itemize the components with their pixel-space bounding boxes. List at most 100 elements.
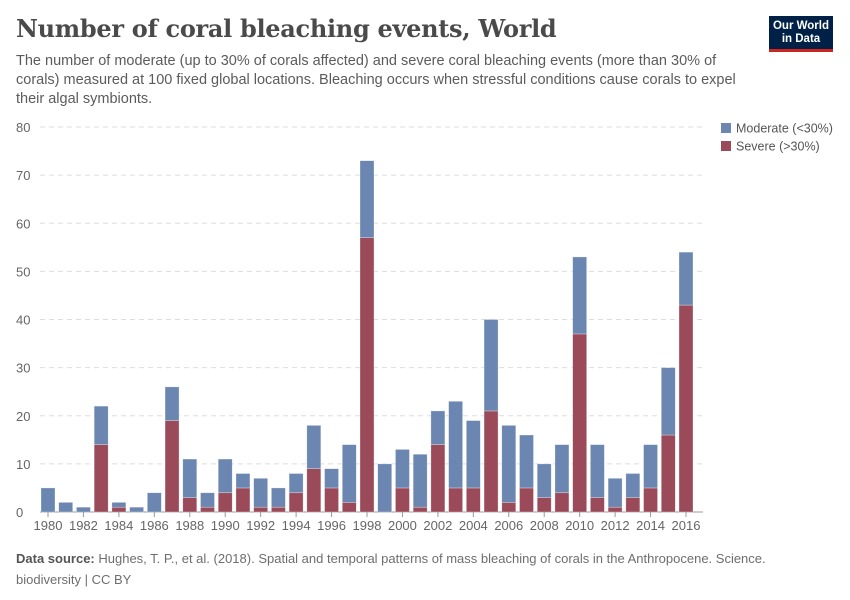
x-tick-label: 1998 bbox=[353, 518, 382, 533]
bar-severe-1996[interactable] bbox=[324, 487, 339, 513]
legend-label[interactable]: Severe (>30%) bbox=[736, 140, 820, 154]
bar-severe-2000[interactable] bbox=[395, 487, 410, 513]
bar-severe-2016[interactable] bbox=[678, 304, 694, 513]
bar-severe-1983[interactable] bbox=[93, 444, 109, 513]
bar-moderate-1988[interactable] bbox=[182, 458, 198, 498]
bar-moderate-2005[interactable] bbox=[483, 319, 499, 412]
bar-severe-2001[interactable] bbox=[412, 506, 428, 513]
bar-moderate-2003[interactable] bbox=[448, 401, 463, 489]
bar-moderate-2011[interactable] bbox=[590, 444, 605, 498]
bar-moderate-2016[interactable] bbox=[678, 251, 694, 306]
bar-moderate-2000[interactable] bbox=[395, 449, 410, 489]
bar-severe-1987[interactable] bbox=[164, 420, 180, 513]
bar-severe-1997[interactable] bbox=[341, 502, 357, 513]
bar-severe-2011[interactable] bbox=[590, 497, 605, 513]
bar-moderate-1985[interactable] bbox=[129, 506, 144, 513]
x-tick-label: 2004 bbox=[459, 518, 488, 533]
bar-moderate-1996[interactable] bbox=[324, 468, 339, 489]
bar-moderate-2013[interactable] bbox=[625, 473, 641, 498]
source-label: Data source: bbox=[16, 551, 95, 566]
bar-moderate-1998[interactable] bbox=[359, 160, 375, 238]
x-tick-label: 2010 bbox=[565, 518, 594, 533]
bar-severe-1992[interactable] bbox=[253, 506, 268, 513]
bar-moderate-1981[interactable] bbox=[58, 502, 74, 513]
bar-moderate-1983[interactable] bbox=[93, 405, 109, 445]
bar-severe-1984[interactable] bbox=[111, 506, 127, 513]
bar-moderate-1980[interactable] bbox=[40, 487, 56, 513]
bar-moderate-2012[interactable] bbox=[607, 478, 623, 508]
bar-severe-2015[interactable] bbox=[660, 434, 676, 513]
bar-moderate-1997[interactable] bbox=[341, 444, 357, 503]
bar-severe-2012[interactable] bbox=[607, 506, 623, 513]
x-tick-label: 2006 bbox=[494, 518, 523, 533]
legend-swatch[interactable] bbox=[721, 123, 731, 133]
bar-moderate-1986[interactable] bbox=[147, 492, 162, 513]
bar-severe-1989[interactable] bbox=[200, 506, 215, 513]
y-tick-label: 0 bbox=[16, 505, 23, 520]
bar-moderate-1994[interactable] bbox=[288, 473, 304, 494]
bar-moderate-1982[interactable] bbox=[76, 506, 91, 513]
y-tick-label: 70 bbox=[16, 168, 30, 183]
x-tick-label: 1982 bbox=[69, 518, 98, 533]
bar-moderate-2008[interactable] bbox=[536, 463, 552, 498]
bar-moderate-2014[interactable] bbox=[643, 444, 658, 489]
bar-severe-1995[interactable] bbox=[306, 468, 322, 513]
y-tick-label: 80 bbox=[16, 120, 30, 135]
bar-severe-2002[interactable] bbox=[430, 444, 446, 513]
bar-moderate-2010[interactable] bbox=[572, 256, 587, 335]
bar-moderate-1987[interactable] bbox=[164, 386, 180, 421]
bar-severe-2006[interactable] bbox=[501, 502, 517, 513]
bar-severe-2007[interactable] bbox=[519, 487, 534, 513]
bar-severe-1988[interactable] bbox=[182, 497, 198, 513]
x-tick-label: 2014 bbox=[636, 518, 665, 533]
bar-severe-2003[interactable] bbox=[448, 487, 463, 513]
y-tick-label: 40 bbox=[16, 313, 30, 328]
bar-moderate-2007[interactable] bbox=[519, 434, 534, 489]
bar-severe-1994[interactable] bbox=[288, 492, 304, 513]
bar-severe-2009[interactable] bbox=[554, 492, 570, 513]
legend-label[interactable]: Moderate (<30%) bbox=[736, 122, 833, 136]
y-tick-label: 30 bbox=[16, 361, 30, 376]
x-tick-label: 1980 bbox=[34, 518, 63, 533]
bar-moderate-1989[interactable] bbox=[200, 492, 215, 508]
owid-logo[interactable]: Our World in Data bbox=[769, 16, 833, 52]
bar-moderate-1990[interactable] bbox=[217, 458, 233, 494]
bar-moderate-1992[interactable] bbox=[253, 478, 268, 508]
bar-severe-2013[interactable] bbox=[625, 497, 641, 513]
bar-severe-1998[interactable] bbox=[359, 237, 375, 513]
chart-subtitle: The number of moderate (up to 30% of cor… bbox=[16, 53, 736, 107]
x-tick-label: 1994 bbox=[282, 518, 311, 533]
bar-moderate-1993[interactable] bbox=[271, 487, 286, 508]
bar-severe-2008[interactable] bbox=[536, 497, 552, 513]
bar-moderate-2004[interactable] bbox=[466, 420, 481, 489]
x-tick-label: 2016 bbox=[672, 518, 701, 533]
y-tick-label: 60 bbox=[16, 216, 30, 231]
bar-moderate-1991[interactable] bbox=[235, 473, 251, 489]
bar-severe-2005[interactable] bbox=[483, 410, 499, 513]
bar-severe-2004[interactable] bbox=[466, 487, 481, 513]
y-tick-label: 50 bbox=[16, 264, 30, 279]
bar-severe-1991[interactable] bbox=[235, 487, 251, 513]
y-tick-label: 10 bbox=[16, 457, 30, 472]
bar-moderate-2001[interactable] bbox=[412, 453, 428, 508]
bar-severe-2014[interactable] bbox=[643, 487, 658, 513]
bar-severe-2010[interactable] bbox=[572, 333, 587, 513]
footer: Data source: Hughes, T. P., et al. (2018… bbox=[16, 548, 816, 590]
bar-moderate-2006[interactable] bbox=[501, 425, 517, 503]
x-tick-label: 2008 bbox=[530, 518, 559, 533]
x-tick-label: 1986 bbox=[140, 518, 169, 533]
legend-swatch[interactable] bbox=[721, 141, 731, 151]
bar-moderate-1984[interactable] bbox=[111, 502, 127, 508]
bar-moderate-2002[interactable] bbox=[430, 410, 446, 445]
bar-moderate-2015[interactable] bbox=[660, 367, 676, 436]
bar-severe-1990[interactable] bbox=[217, 492, 233, 513]
bar-moderate-2009[interactable] bbox=[554, 444, 570, 494]
x-tick-label: 2002 bbox=[423, 518, 452, 533]
chart-title: Number of coral bleaching events, World bbox=[16, 14, 557, 43]
x-tick-label: 2000 bbox=[388, 518, 417, 533]
source-text: Hughes, T. P., et al. (2018). Spatial an… bbox=[98, 551, 766, 566]
bar-moderate-1995[interactable] bbox=[306, 425, 322, 469]
bar-severe-1993[interactable] bbox=[271, 506, 286, 513]
bar-moderate-1999[interactable] bbox=[377, 463, 393, 513]
